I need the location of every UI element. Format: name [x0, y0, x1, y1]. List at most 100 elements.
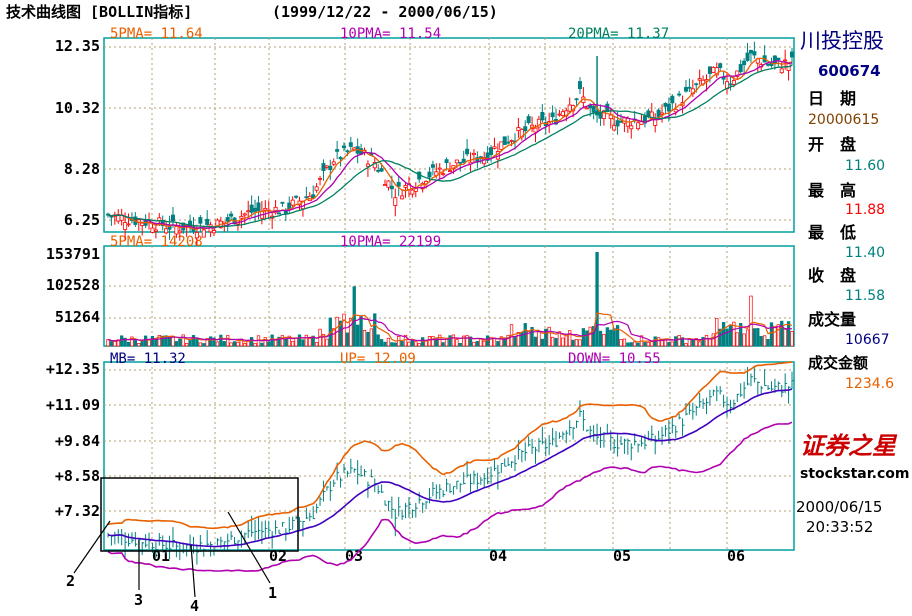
candle-body	[584, 107, 589, 110]
volume-bar	[636, 342, 640, 347]
volume-bar	[205, 338, 209, 347]
candle-body	[321, 163, 326, 171]
volume-bar	[273, 339, 278, 347]
candle-body	[437, 167, 442, 170]
volume-bar	[369, 328, 373, 347]
volume-bar	[656, 337, 661, 347]
volume-bar	[704, 335, 709, 347]
clock-time: 20:33:52	[806, 518, 873, 536]
volume-bar	[120, 335, 124, 347]
candle-body	[745, 52, 750, 61]
up-label: UP= 12.09	[340, 351, 416, 367]
volume-bar	[544, 328, 548, 347]
volume-bar	[157, 334, 161, 347]
candle-body	[328, 165, 333, 171]
price-ma-lines	[107, 57, 793, 230]
volume-bar	[164, 335, 168, 347]
candle-body	[577, 81, 582, 90]
volume-bar	[140, 340, 144, 347]
boll-yticks: +12.35 +11.09 +9.84 +8.58 +7.32	[46, 360, 100, 520]
candle-body	[560, 111, 565, 116]
volume-bar	[633, 341, 637, 347]
candle-body	[400, 195, 405, 200]
volume-ytick: 102528	[46, 276, 100, 294]
volume-bar	[280, 335, 285, 347]
up-band-line	[107, 361, 793, 530]
volume-bar	[574, 339, 579, 347]
volume-bar	[533, 336, 538, 347]
candle-body	[557, 113, 562, 116]
candle-body	[731, 80, 736, 85]
volume-bar	[790, 331, 794, 347]
volume-bar	[554, 337, 558, 347]
candle-body	[304, 196, 309, 199]
volume-bar	[287, 335, 291, 347]
volume-bar	[698, 341, 702, 347]
candle-body	[742, 60, 747, 66]
candle-body	[164, 228, 169, 234]
volume-bar	[143, 335, 148, 347]
volume-bar	[708, 338, 712, 347]
candle-body	[338, 157, 343, 160]
candle-body	[403, 184, 408, 188]
boll-ytick: +12.35	[46, 360, 100, 378]
volume-bar	[212, 337, 216, 347]
volume-bar	[236, 341, 240, 347]
xtick-label: 04	[489, 547, 507, 565]
ma5-label: 5PMA= 11.64	[110, 26, 203, 42]
boll-ytick: +7.32	[55, 502, 100, 520]
volume-bar	[674, 336, 678, 347]
stockstar-logo: 证券之星	[800, 432, 898, 460]
volume-bar	[537, 331, 541, 347]
amount-label: 成交金额	[808, 354, 868, 372]
volume-bar	[379, 339, 384, 347]
volume-bar	[359, 316, 363, 347]
candle-body	[458, 161, 463, 164]
candle-body	[660, 112, 665, 115]
volume-bar	[602, 333, 606, 347]
candle-body	[461, 158, 466, 163]
volume-bar	[472, 341, 476, 347]
candle-body	[608, 114, 613, 119]
chart-title: 技术曲线图 [BOLLIN指标]	[6, 3, 192, 21]
volume-bar	[174, 341, 179, 347]
annotation-box	[100, 477, 299, 552]
candle-body	[748, 49, 753, 54]
candle-body	[591, 106, 596, 113]
xtick-label: 01	[152, 547, 170, 565]
boll-ytick: +8.58	[55, 467, 100, 485]
volume-bar	[448, 335, 452, 347]
candle-body	[170, 214, 175, 222]
volume-bar	[106, 339, 110, 347]
candle-body	[348, 142, 353, 147]
volume-bar	[455, 339, 459, 347]
candle-body	[533, 127, 538, 133]
candle-body	[393, 197, 398, 206]
candle-body	[242, 213, 247, 216]
candle-body	[636, 122, 641, 130]
candle-body	[687, 86, 692, 89]
candle-body	[174, 226, 179, 235]
volume-bar	[338, 320, 343, 347]
candle-body	[246, 210, 251, 213]
candle-body	[697, 78, 702, 81]
volume-bar	[465, 335, 469, 347]
candle-body	[663, 102, 668, 107]
candle-body	[212, 230, 217, 234]
candle-body	[341, 145, 346, 149]
volume-value: 10667	[845, 332, 890, 348]
candle-body	[335, 149, 340, 152]
volume-bar	[547, 326, 551, 347]
price-ytick: 6.25	[64, 211, 100, 229]
volume-ma-lines	[107, 312, 793, 343]
volume-bar	[431, 336, 435, 347]
volume-bar	[783, 328, 787, 347]
volume-bar	[308, 338, 312, 347]
volume-bar	[222, 341, 226, 347]
candle-body	[318, 177, 323, 180]
price-yticks: 12.35 10.32 8.28 6.25	[55, 37, 100, 229]
candle-body	[249, 204, 254, 213]
volume-bar	[178, 338, 182, 347]
volume-bar	[595, 252, 599, 347]
candle-body	[714, 67, 719, 76]
